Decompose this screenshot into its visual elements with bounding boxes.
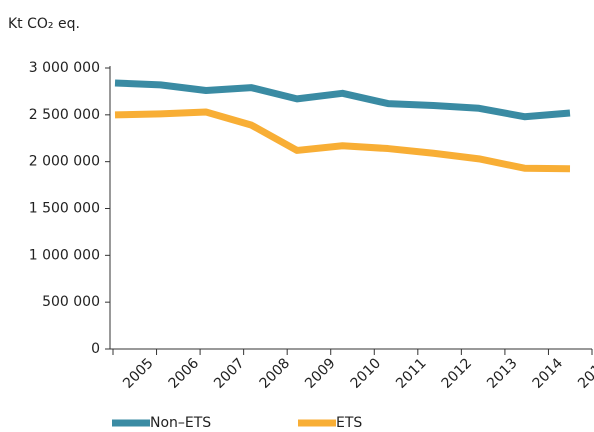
x-tick-label: 2005 [120,355,157,392]
y-tick-label: 1 500 000 [29,201,100,217]
x-tick-label: 2015 [575,355,594,392]
y-tick-label: 500 000 [42,294,100,310]
y-tick-label: 3 000 000 [29,60,100,76]
x-tick-label: 2007 [211,355,248,392]
x-tick-label: 2013 [484,355,521,392]
y-tick-label: 1 000 000 [29,247,100,263]
x-tick-label: 2014 [530,355,567,392]
y-tick-label: 0 [91,341,100,357]
y-axis-label: Kt CO₂ eq. [8,16,80,32]
series-line [114,79,571,121]
x-tick-label: 2011 [393,355,430,392]
legend-label: ETS [336,415,362,431]
series-line [114,108,571,173]
x-tick-label: 2008 [257,355,294,392]
y-tick-label: 2 500 000 [29,107,100,123]
x-tick-label: 2009 [302,355,339,392]
x-tick-label: 2012 [439,355,476,392]
x-tick-label: 2010 [348,355,385,392]
y-tick-label: 2 000 000 [29,154,100,170]
legend-label: Non–ETS [150,415,211,431]
x-tick-label: 2006 [166,355,203,392]
